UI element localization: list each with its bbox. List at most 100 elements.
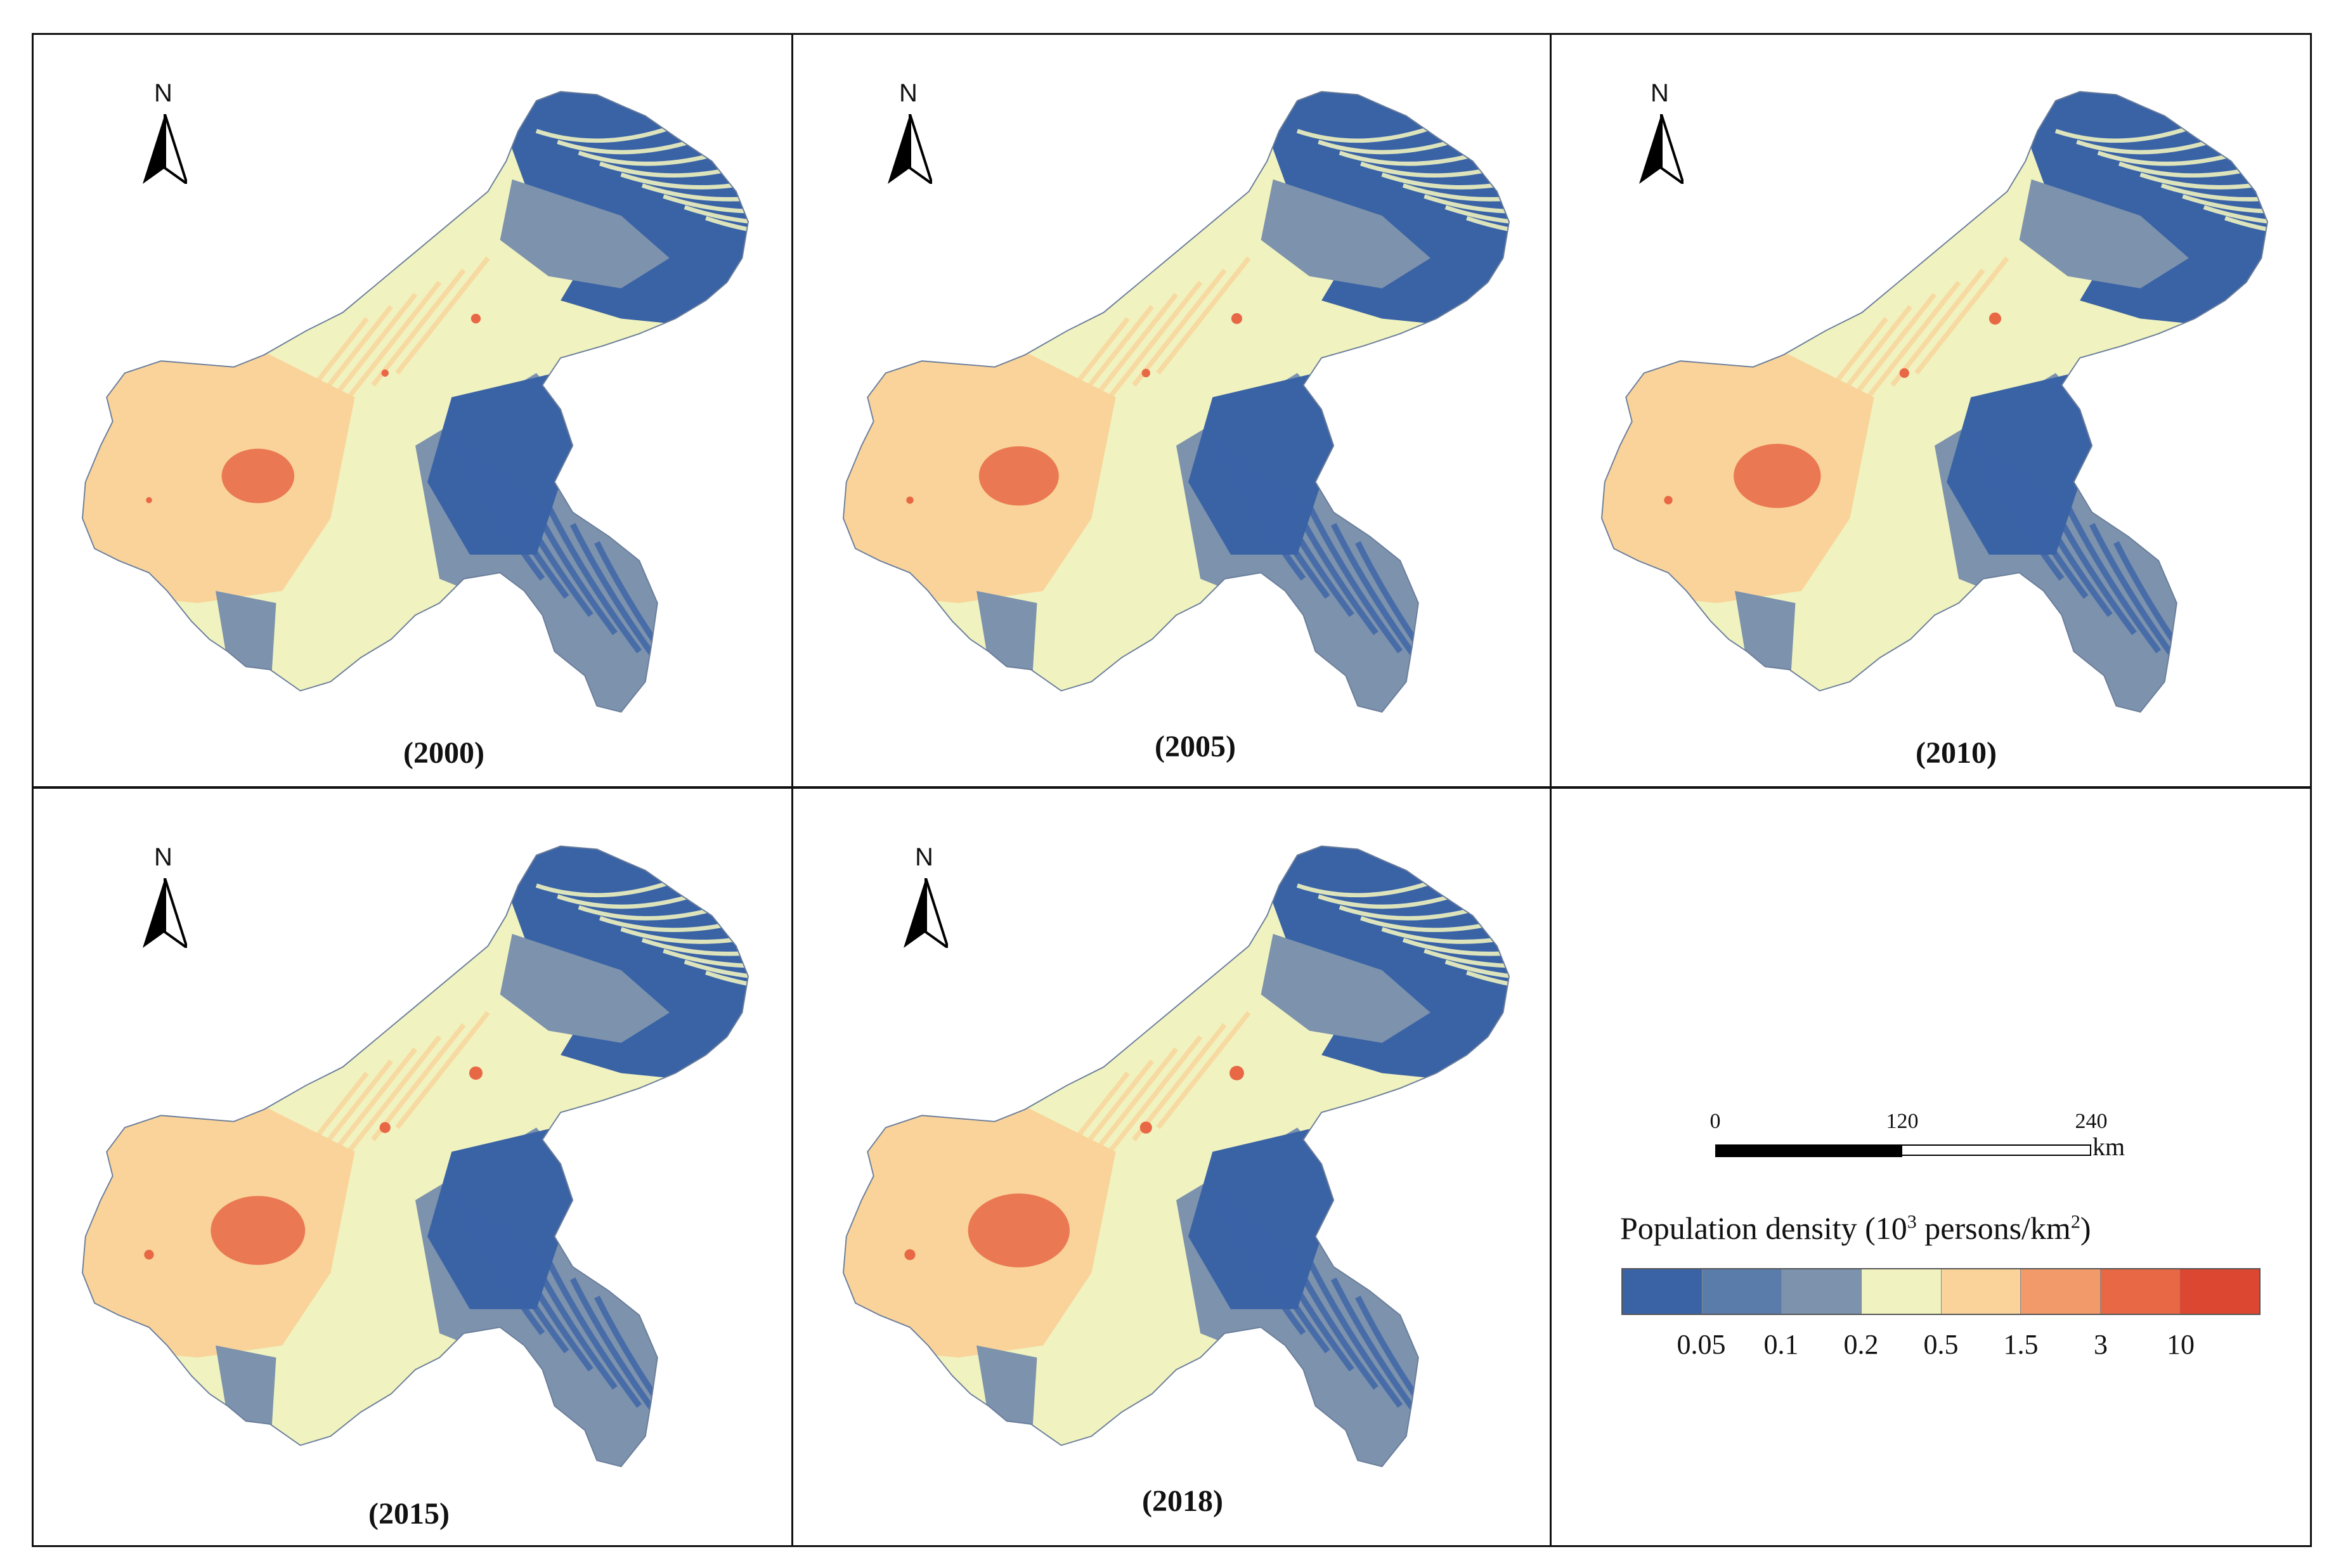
- legend-swatch: [2099, 1269, 2180, 1314]
- ridge-streak: [371, 1023, 466, 1141]
- population-density-map: [843, 845, 1510, 1467]
- ridge-streak: [1035, 1072, 1130, 1190]
- valley-streak: [1258, 468, 1354, 618]
- scale-label-0: 0: [1709, 1110, 1721, 1133]
- urban-core: [1734, 444, 1821, 509]
- ridge-streak: [2160, 183, 2267, 202]
- ridge-streak: [1132, 1023, 1227, 1141]
- urban-spot: [381, 369, 389, 377]
- ridge-streak: [274, 317, 369, 436]
- region-southwest-tip: [216, 591, 276, 700]
- region-west-high: [843, 349, 1116, 604]
- ridge-streak: [2139, 172, 2267, 190]
- population-density-map: [82, 91, 749, 713]
- ridge-streak: [395, 1011, 490, 1129]
- north-label: N: [154, 843, 172, 871]
- ridge-streak: [1402, 938, 1509, 956]
- legend-break-label: 1.5: [2003, 1329, 2039, 1360]
- scale-label-120: 120: [1886, 1110, 1919, 1133]
- ridge-streak: [1817, 304, 1912, 424]
- north-arrow-icon: [888, 113, 935, 188]
- valley-streak: [1282, 1241, 1379, 1390]
- ridge-streak: [1059, 1059, 1154, 1178]
- scale-unit: km: [2092, 1132, 2125, 1161]
- year-label: (2018): [1142, 1484, 1223, 1518]
- urban-spot: [1141, 368, 1150, 378]
- ridge-streak: [684, 959, 748, 981]
- ridge-streak: [274, 1072, 369, 1190]
- legend-title: Population density (103 persons/km2): [1620, 1210, 2091, 1246]
- valley-streak: [1234, 450, 1330, 599]
- valley-streak: [1210, 432, 1306, 581]
- valley-streak: [449, 432, 545, 581]
- ridge-streak: [1083, 1047, 1178, 1166]
- legend-swatch: [2020, 1269, 2100, 1314]
- region-outline: [1601, 91, 2268, 713]
- scale-bar-hollow: [1902, 1144, 2091, 1156]
- ridge-streak: [620, 927, 748, 944]
- region-northeast-mid: [500, 933, 670, 1043]
- ridge-streak: [641, 183, 748, 202]
- region-outline: [843, 91, 1510, 713]
- urban-spot: [1231, 313, 1243, 325]
- valley-streak: [1234, 1205, 1330, 1354]
- valley-streak: [497, 1222, 594, 1372]
- urban-spot: [379, 1122, 391, 1133]
- region-northeast-mid: [1261, 179, 1430, 288]
- region-west-high: [82, 349, 355, 604]
- ridge-streak: [1914, 256, 2009, 375]
- valley-streak: [1210, 1186, 1306, 1335]
- legend-swatch: [2179, 1269, 2259, 1314]
- ridge-streak: [1866, 280, 1961, 399]
- ridge-streak: [1059, 304, 1154, 424]
- ridge-streak: [2203, 205, 2267, 226]
- valley-streak: [497, 468, 594, 618]
- region-northeast-mid: [1261, 933, 1430, 1043]
- ridge-streak: [705, 970, 748, 994]
- region-outline: [843, 845, 1510, 1467]
- valley-streak: [1258, 1222, 1354, 1372]
- ridge-streak: [663, 949, 748, 968]
- scale-label-240: 240: [2075, 1110, 2108, 1133]
- urban-core: [968, 1193, 1070, 1267]
- ridge-streak: [1083, 292, 1178, 411]
- legend-swatch: [1701, 1269, 1782, 1314]
- population-density-map: [82, 845, 749, 1467]
- ridge-streak: [1108, 280, 1203, 399]
- urban-spot: [1899, 368, 1909, 378]
- ridge-streak: [663, 194, 748, 214]
- region-northeast-mid: [500, 179, 670, 288]
- valley-streak: [521, 486, 618, 635]
- ridge-streak: [684, 205, 748, 226]
- urban-core: [221, 448, 295, 503]
- panel-divider-h: [32, 786, 2312, 789]
- north-label: N: [915, 843, 933, 871]
- ridge-streak: [641, 938, 748, 956]
- ridge-streak: [1156, 1011, 1251, 1129]
- ridge-streak: [705, 216, 748, 239]
- north-label: N: [899, 79, 918, 107]
- urban-spot: [1988, 312, 2001, 325]
- region-outline: [82, 845, 749, 1467]
- ridge-streak: [347, 280, 442, 399]
- ridge-streak: [1402, 183, 1509, 202]
- region-southwest-tip: [976, 1345, 1037, 1455]
- ridge-streak: [322, 1047, 417, 1166]
- valley-streak: [449, 1186, 545, 1335]
- ridge-streak: [298, 1059, 393, 1178]
- urban-spot: [470, 313, 481, 324]
- ridge-streak: [1381, 172, 1509, 190]
- ridge-streak: [322, 292, 417, 411]
- ridge-streak: [1890, 268, 1985, 387]
- urban-spot: [469, 1066, 483, 1080]
- urban-core: [211, 1196, 306, 1266]
- ridge-streak: [1444, 205, 1509, 226]
- ridge-streak: [1466, 216, 1509, 239]
- legend-break-label: 3: [2094, 1329, 2108, 1360]
- legend-break-label: 0.05: [1677, 1329, 1726, 1360]
- legend-break-label: 0.2: [1843, 1329, 1879, 1360]
- valley-streak: [545, 505, 642, 654]
- year-label: (2000): [403, 736, 484, 770]
- valley-streak: [1306, 505, 1403, 654]
- region-southwest-tip: [976, 591, 1037, 700]
